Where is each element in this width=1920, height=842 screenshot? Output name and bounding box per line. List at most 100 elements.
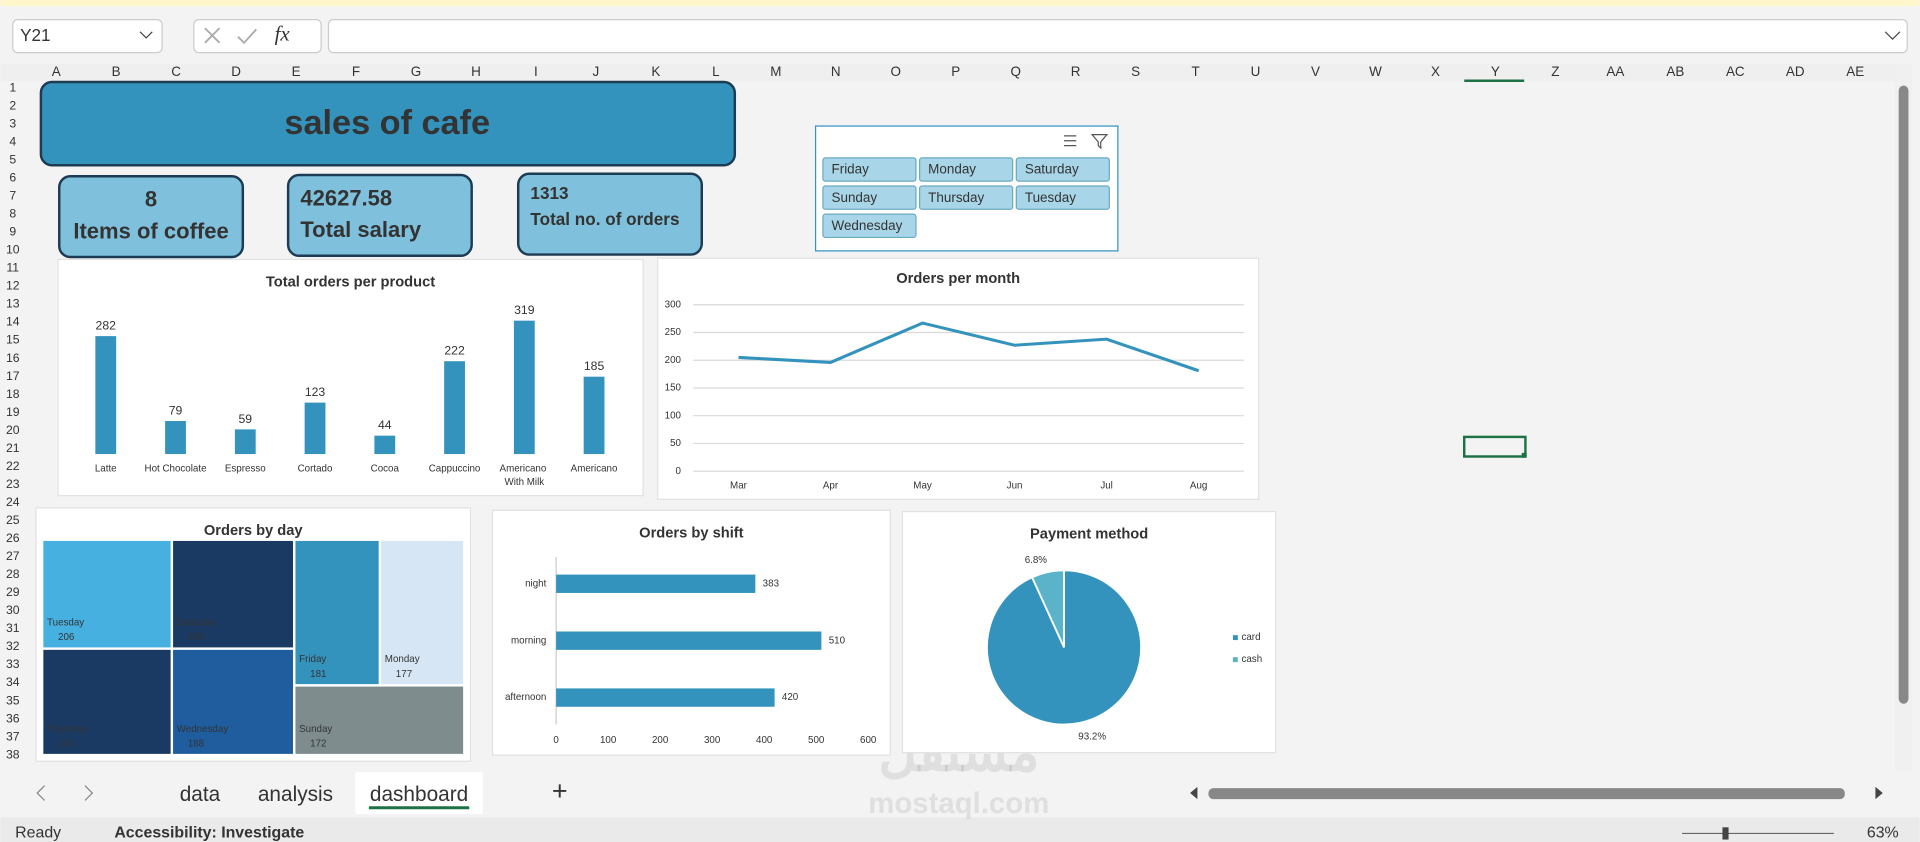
- slicer-button[interactable]: [919, 157, 1014, 182]
- row-header[interactable]: 28: [6, 567, 20, 581]
- row-header[interactable]: 15: [6, 333, 20, 347]
- column-header[interactable]: H: [471, 64, 481, 79]
- column-header[interactable]: AE: [1846, 64, 1864, 79]
- sheet-tab[interactable]: analysis: [258, 783, 333, 806]
- row-header[interactable]: 30: [6, 603, 20, 617]
- column-header[interactable]: AB: [1666, 64, 1684, 79]
- column-header[interactable]: G: [411, 64, 421, 79]
- row-header[interactable]: 31: [6, 621, 20, 635]
- tab-nav[interactable]: [36, 785, 94, 801]
- slicer-icons[interactable]: [1064, 134, 1109, 150]
- column-header[interactable]: J: [593, 64, 600, 79]
- column-header[interactable]: L: [712, 64, 720, 79]
- row-header[interactable]: 6: [9, 170, 16, 184]
- row-header[interactable]: 27: [6, 549, 20, 563]
- slicer-button[interactable]: [1015, 157, 1110, 182]
- fill-handle[interactable]: [1521, 452, 1527, 458]
- column-header[interactable]: P: [951, 64, 960, 79]
- chart-area[interactable]: [657, 257, 1260, 500]
- row-header[interactable]: 37: [6, 729, 20, 743]
- row-header[interactable]: 2: [9, 98, 16, 112]
- dropdown-icon[interactable]: [139, 31, 153, 39]
- row-header[interactable]: 1: [9, 80, 16, 94]
- row-header[interactable]: 29: [6, 585, 20, 599]
- column-header[interactable]: AA: [1606, 64, 1624, 79]
- sheet-tab[interactable]: data: [180, 783, 221, 806]
- row-header[interactable]: 11: [6, 261, 19, 275]
- column-header[interactable]: S: [1131, 64, 1140, 79]
- column-header[interactable]: X: [1431, 64, 1440, 79]
- column-header[interactable]: K: [651, 64, 660, 79]
- column-header[interactable]: N: [831, 64, 841, 79]
- scroll-thumb[interactable]: [1898, 85, 1909, 704]
- row-header[interactable]: 4: [9, 134, 16, 148]
- row-header[interactable]: 10: [6, 243, 20, 257]
- expand-icon[interactable]: [1884, 31, 1901, 41]
- fx-button[interactable]: fx: [275, 22, 291, 45]
- column-header[interactable]: D: [231, 64, 241, 79]
- row-header[interactable]: 19: [6, 405, 20, 419]
- column-header[interactable]: U: [1251, 64, 1261, 79]
- slicer-item[interactable]: Sunday: [831, 190, 877, 205]
- row-header[interactable]: 38: [6, 747, 20, 761]
- column-header[interactable]: C: [171, 64, 181, 79]
- slicer-button[interactable]: [822, 185, 917, 210]
- slicer-item[interactable]: Tuesday: [1025, 190, 1076, 205]
- slicer-button[interactable]: [822, 157, 917, 182]
- row-header[interactable]: 14: [6, 315, 20, 329]
- row-header[interactable]: 20: [6, 423, 20, 437]
- h-scroll-thumb[interactable]: [1208, 788, 1845, 800]
- column-header[interactable]: V: [1311, 64, 1320, 79]
- cancel-enter-icons[interactable]: [204, 27, 257, 45]
- column-header[interactable]: AC: [1726, 64, 1745, 79]
- row-header[interactable]: 7: [9, 189, 16, 203]
- row-header[interactable]: 16: [6, 351, 20, 365]
- column-header[interactable]: AD: [1786, 64, 1805, 79]
- row-header[interactable]: 25: [6, 513, 20, 527]
- row-header[interactable]: 33: [6, 657, 20, 671]
- column-header[interactable]: F: [352, 64, 360, 79]
- slicer-button[interactable]: [822, 213, 917, 239]
- row-header[interactable]: 8: [9, 207, 16, 221]
- add-sheet[interactable]: +: [552, 776, 568, 806]
- row-header[interactable]: 21: [6, 441, 20, 455]
- row-header[interactable]: 5: [9, 152, 16, 166]
- chart-area[interactable]: [57, 258, 644, 497]
- column-header[interactable]: Y: [1491, 64, 1500, 79]
- row-header[interactable]: 34: [6, 675, 20, 689]
- column-header[interactable]: B: [112, 64, 121, 79]
- column-header[interactable]: M: [770, 64, 781, 79]
- row-header[interactable]: 17: [6, 369, 20, 383]
- slicer-item[interactable]: Monday: [928, 162, 976, 177]
- row-header[interactable]: 32: [6, 639, 20, 653]
- formula-bar[interactable]: [327, 18, 1908, 54]
- slicer-item[interactable]: Wednesday: [831, 218, 902, 233]
- column-header[interactable]: W: [1369, 64, 1382, 79]
- row-header[interactable]: 24: [6, 495, 20, 509]
- row-header[interactable]: 18: [6, 387, 20, 401]
- row-header[interactable]: 3: [9, 116, 16, 130]
- row-header[interactable]: 26: [6, 531, 20, 545]
- slicer-button[interactable]: [919, 185, 1014, 210]
- column-header[interactable]: E: [292, 64, 301, 79]
- column-header[interactable]: R: [1071, 64, 1081, 79]
- column-header[interactable]: I: [534, 64, 538, 79]
- row-header[interactable]: 22: [6, 459, 20, 473]
- slicer-item[interactable]: Thursday: [928, 190, 984, 205]
- column-header[interactable]: Z: [1551, 64, 1559, 79]
- row-header[interactable]: 36: [6, 711, 20, 725]
- slicer-button[interactable]: [1015, 185, 1110, 210]
- column-header[interactable]: A: [52, 64, 61, 79]
- row-header[interactable]: 23: [6, 477, 20, 491]
- row-header[interactable]: 12: [6, 279, 20, 293]
- slicer-item[interactable]: Friday: [831, 162, 869, 177]
- zoom-level[interactable]: 63%: [1867, 825, 1899, 842]
- row-header[interactable]: 9: [9, 225, 16, 239]
- column-header[interactable]: T: [1191, 64, 1199, 79]
- row-header[interactable]: 35: [6, 693, 20, 707]
- column-header[interactable]: Q: [1010, 64, 1020, 79]
- accessibility[interactable]: Accessibility: Investigate: [114, 825, 304, 842]
- slicer-item[interactable]: Saturday: [1025, 162, 1079, 177]
- sheet-tab[interactable]: dashboard: [370, 783, 468, 806]
- row-header[interactable]: 13: [6, 297, 20, 311]
